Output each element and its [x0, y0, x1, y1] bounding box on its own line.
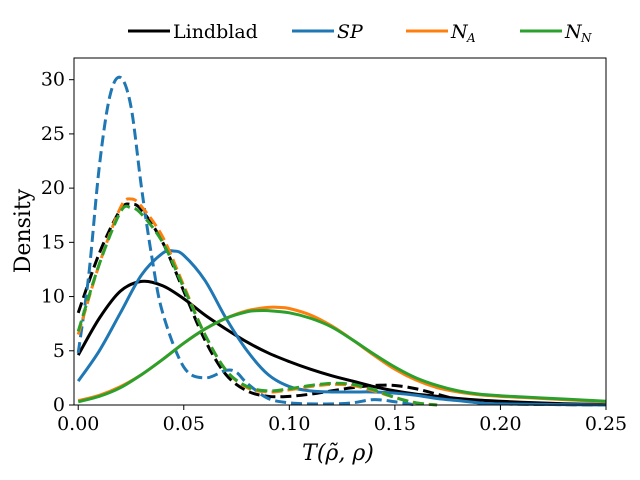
- series-line-n-n-dashed: [76, 204, 438, 407]
- svg-text:T(ρ̃, ρ): T(ρ̃, ρ): [302, 441, 374, 466]
- x-tick-label: 0.15: [374, 413, 416, 435]
- x-tick-label: 0.10: [268, 413, 310, 435]
- legend-entry-lindblad: Lindblad: [128, 21, 258, 43]
- legend: Lindblad SP N A N N: [128, 21, 592, 45]
- plot-frame: [73, 57, 607, 406]
- legend-entry-sp: SP: [292, 21, 364, 43]
- x-tick-label: 0.20: [479, 413, 521, 435]
- series-line-sp-dashed: [76, 75, 417, 407]
- legend-label-na: N: [450, 21, 469, 43]
- series-line-lindblad-dashed: [76, 202, 607, 407]
- y-tick-label: 5: [53, 340, 65, 362]
- legend-label-na-subscript: A: [466, 31, 476, 45]
- y-axis-title: Density: [11, 188, 36, 273]
- x-tick-label: 0.25: [585, 413, 627, 435]
- legend-label-lindblad: Lindblad: [173, 21, 258, 43]
- x-axis-title-rho-tilde: ρ̃: [324, 441, 338, 466]
- x-axis-title: T(ρ̃, ρ): [302, 441, 374, 466]
- y-tick-label: 20: [41, 177, 65, 199]
- series-line-n-n-solid: [77, 308, 607, 404]
- y-tick-label: 25: [41, 123, 65, 145]
- y-tick-label: 0: [53, 394, 65, 416]
- legend-label-nn: N: [564, 21, 583, 43]
- legend-entry-nn: N N: [520, 21, 592, 45]
- ticks-layer: 0.00 0.05 0.10 0.15 0.20 0.25 0 5 10 15 20 25 30: [41, 69, 627, 435]
- x-tick-label: 0.00: [57, 413, 99, 435]
- y-tick-label: 15: [41, 231, 65, 253]
- y-tick-label: 30: [41, 69, 65, 91]
- legend-entry-na: N A: [406, 21, 476, 45]
- legend-label-nn-subscript: N: [580, 31, 592, 45]
- legend-label-sp: SP: [337, 21, 364, 43]
- series-layer: [76, 75, 607, 407]
- y-tick-label: 10: [41, 286, 65, 308]
- series-line-lindblad-solid: [76, 279, 607, 406]
- x-tick-label: 0.05: [163, 413, 205, 435]
